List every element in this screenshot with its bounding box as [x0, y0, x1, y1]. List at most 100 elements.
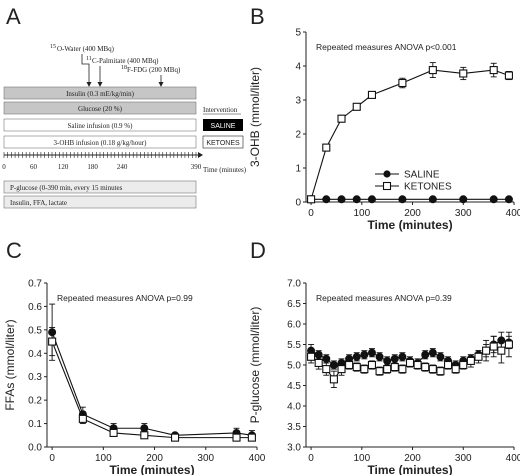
point-ketones	[367, 90, 377, 99]
point-ketones	[398, 365, 407, 374]
palmitate-arrowhead	[97, 82, 103, 87]
timeline-tick-label: 390	[191, 163, 202, 171]
glucose-bar	[3, 101, 197, 115]
intervention-title: Intervention	[203, 106, 238, 114]
point-ketones	[466, 356, 475, 365]
y-axis-title: FFAs (mmol/liter)	[3, 319, 17, 410]
point-ketones	[504, 340, 513, 349]
point-ketones	[497, 346, 506, 355]
point-saline	[367, 195, 376, 204]
point-ketones	[451, 365, 460, 374]
glucose-bar-label: Glucose (20 %)	[78, 105, 123, 113]
anova-annotation: Repeated measures ANOVA p<0.001	[316, 42, 457, 52]
x-tick-label: 400	[506, 208, 520, 219]
timeline-tick-label: 180	[87, 163, 98, 171]
insulin-bar	[3, 86, 197, 100]
water-arrowhead	[86, 82, 92, 87]
tracer-palmitate-sup: 11	[86, 56, 92, 62]
point-ketones	[482, 346, 491, 355]
timeline-tick-label: 120	[58, 163, 69, 171]
ketones-tag	[202, 135, 244, 149]
point-ketones	[413, 360, 422, 370]
timeline-tick-label: 0	[2, 163, 6, 171]
point-ketones	[489, 66, 498, 75]
point-saline	[322, 195, 331, 204]
point-ketones	[459, 69, 468, 78]
x-tick-label: 200	[146, 453, 163, 464]
point-saline	[352, 352, 361, 361]
x-tick-label: 0	[308, 453, 314, 464]
point-ketones	[352, 362, 361, 372]
x-axis-title: Time (minutes)	[367, 218, 452, 232]
anova-annotation: Repeated measures ANOVA p=0.99	[57, 293, 193, 303]
x-tick-label: 300	[455, 208, 472, 219]
point-ketones	[307, 352, 316, 361]
x-tick-label: 100	[353, 208, 370, 219]
point-saline	[360, 350, 369, 359]
point-saline	[459, 195, 468, 204]
fdg-arrowhead	[158, 82, 164, 87]
point-ketones	[443, 360, 453, 370]
y-tick-label: 4.5	[287, 381, 301, 392]
ohb-bar-label: 3-OHB infusion (0.18 g/kg/hour)	[54, 139, 148, 147]
point-saline	[322, 354, 331, 363]
x-axis-title: Time (minutes)	[367, 463, 452, 475]
point-ketones	[383, 365, 392, 374]
y-tick-label: 5	[295, 28, 301, 39]
point-saline	[383, 356, 392, 365]
panel-letter-a: A	[6, 4, 21, 29]
pglucose-bar	[3, 180, 197, 194]
x-tick-label: 300	[455, 453, 472, 464]
y-axis-title: P-glucose (mmol/liter)	[248, 307, 262, 424]
chart-ffas: 0.0 0.1 0.2 0.3 0.4 0.5 0.6 0.7 0 100 200 300 400 Tim…	[3, 279, 266, 475]
y-tick-label: 0.2	[28, 396, 42, 407]
point-ketones	[337, 365, 346, 374]
y-tick-label: 6.0	[287, 320, 301, 331]
x-axis-title: Time (minutes)	[109, 463, 194, 475]
anova-annotation: Repeated measures ANOVA p=0.39	[316, 293, 452, 303]
point-ketones	[170, 433, 180, 442]
point-saline	[337, 195, 346, 204]
y-tick-label: 0.0	[28, 443, 42, 454]
point-ketones	[322, 365, 331, 374]
ffa-bar-label: Insulin, FFA, lactate	[10, 199, 67, 207]
y-tick-label: 3.5	[287, 422, 301, 433]
timeline-label: Time (minutes)	[203, 166, 247, 174]
point-saline	[504, 195, 513, 204]
timeline-arrowhead	[198, 152, 203, 158]
panel-letter-b: B	[250, 4, 265, 29]
point-ketones	[489, 342, 498, 351]
saline-bar-label: Saline infusion (0.9 %)	[68, 122, 134, 130]
chart-3ohb: 0 1 2 3 4 5 0 100 200 300 400 Time (minutes) 3-OHB (…	[248, 28, 520, 233]
x-tick-label: 0	[49, 453, 55, 464]
point-ketones	[352, 102, 361, 111]
legend-label-saline: SALINE	[404, 170, 440, 181]
point-saline	[398, 195, 407, 204]
point-ketones	[474, 352, 483, 361]
panel-a: A 15 O-Water (400 MBq) 11 C-Palmitate (4…	[2, 4, 247, 209]
point-ketones	[247, 433, 256, 442]
point-saline	[489, 195, 498, 204]
y-tick-label: 1	[295, 164, 301, 175]
y-tick-label: 0	[295, 198, 301, 209]
point-ketones	[232, 433, 241, 442]
point-ketones	[78, 414, 87, 423]
y-tick-label: 5.0	[287, 361, 301, 372]
x-tick-label: 200	[404, 453, 421, 464]
y-tick-label: 3.0	[287, 443, 301, 454]
point-ketones	[367, 360, 377, 370]
legend-label-ketones: KETONES	[404, 182, 452, 193]
pglucose-bar-label: P-glucose (0-390 min, every 15 minutes	[10, 184, 123, 192]
y-tick-label: 0.3	[28, 372, 42, 383]
legend-marker-ketones	[382, 181, 392, 191]
y-tick-label: 3	[295, 96, 301, 107]
x-tick-label: 300	[197, 453, 214, 464]
point-ketones	[459, 360, 468, 370]
tracer-fdg-label: F-FDG (200 MBq)	[127, 66, 181, 74]
point-ketones	[140, 431, 149, 440]
point-saline	[436, 352, 445, 361]
x-tick-label: 0	[308, 208, 314, 219]
point-saline	[428, 195, 437, 204]
saline-bar	[3, 118, 197, 132]
y-tick-label: 4	[295, 62, 301, 73]
